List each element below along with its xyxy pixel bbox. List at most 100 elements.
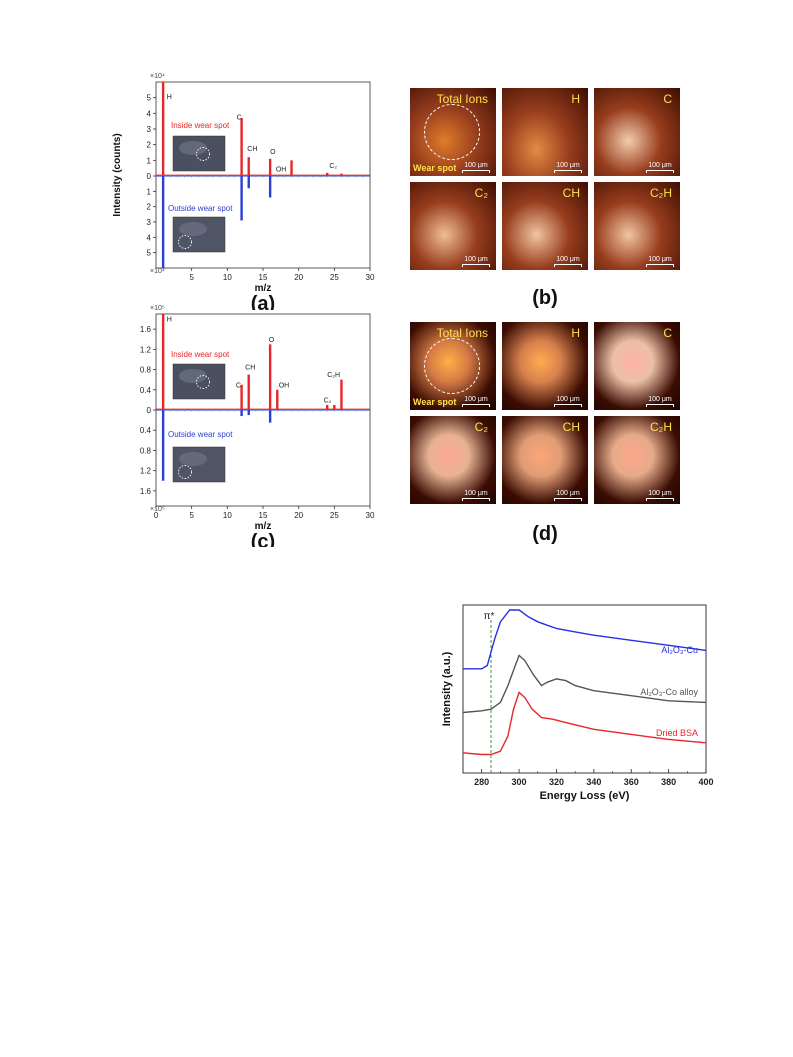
scale-bar-label: 100 μm — [556, 396, 580, 403]
ion-image-tile: C₂H 100 μm — [594, 182, 680, 270]
chart-eels: 280 300 320 340 360 380 400 Energy Loss (eV) Int… — [441, 604, 714, 802]
ion-image-tile: C 100 μm — [594, 88, 680, 176]
y-tick-label: 0 — [147, 406, 152, 415]
bar-inside — [161, 314, 165, 410]
peak-label: H — [167, 94, 172, 101]
x-tick-label: 15 — [259, 511, 268, 520]
peak-label: C₂ — [324, 397, 332, 404]
y-tick-label: 3 — [147, 125, 152, 134]
x-tick-label: 30 — [366, 273, 375, 282]
x-axis-label: m/z — [255, 521, 272, 532]
y-tick-label: 4 — [147, 109, 152, 118]
multiplier-bottom: ×10⁵ — [150, 506, 165, 513]
x-tick-label: 5 — [189, 511, 194, 520]
x-tick-label: 30 — [366, 511, 375, 520]
ion-image-tile: CH 100 μm — [502, 182, 588, 270]
scale-bar: 100 μm — [554, 256, 582, 267]
scale-bar-line — [462, 170, 490, 173]
ion-image-label: CH — [562, 186, 580, 200]
x-tick-label: 15 — [259, 273, 268, 282]
scale-bar-line — [462, 264, 490, 267]
scale-bar-line — [554, 498, 582, 501]
inset-photo-inside — [172, 363, 226, 400]
ion-image-label: C — [663, 326, 672, 340]
bar-outside — [268, 410, 272, 423]
inset-photo-inside — [172, 135, 226, 172]
bar-inside — [333, 404, 336, 410]
y-tick-label: 1.2 — [140, 467, 152, 476]
y-tick-label: 1.6 — [140, 487, 152, 496]
wear-spot-circle — [178, 465, 192, 479]
inset-photo-shade — [179, 222, 207, 236]
y-axis-label: Intensity (a.u.) — [441, 651, 453, 726]
ion-image-label: H — [571, 92, 580, 106]
peak-label: C₂H — [327, 372, 340, 379]
y-axis-label: Intensity (counts) — [112, 133, 123, 216]
y-tick-label: 0.4 — [140, 386, 152, 395]
ion-image-tile: Total Ions 100 μm Wear spot — [410, 322, 496, 410]
plot-frame — [462, 604, 707, 774]
x-tick-label: 0 — [154, 511, 159, 520]
scale-bar: 100 μm — [554, 396, 582, 407]
wear-spot-circle — [424, 104, 480, 160]
multiplier-top: ×10⁴ — [150, 73, 165, 80]
x-tick-label: 400 — [698, 777, 713, 787]
scale-bar: 100 μm — [462, 490, 490, 501]
y-tick-label: 5 — [147, 94, 152, 103]
scale-bar-label: 100 μm — [464, 490, 488, 497]
bar-outside — [240, 410, 243, 417]
x-tick-label: 320 — [549, 777, 564, 787]
panel-label-d: (d) — [532, 523, 558, 545]
scale-bar-label: 100 μm — [648, 162, 672, 169]
scale-bar-line — [554, 170, 582, 173]
scale-bar: 100 μm — [646, 256, 674, 267]
scale-bar: 100 μm — [462, 256, 490, 267]
ion-image-tile: H 100 μm — [502, 322, 588, 410]
peak-label: C — [237, 115, 242, 122]
scale-bar-label: 100 μm — [556, 162, 580, 169]
y-tick-label: 1.2 — [140, 345, 152, 354]
bar-outside — [161, 410, 165, 481]
series-line — [462, 654, 707, 714]
y-tick-label: 0.8 — [140, 446, 152, 455]
scale-bar: 100 μm — [462, 162, 490, 173]
x-tick-label: 10 — [223, 511, 232, 520]
peak-label: C₂ — [329, 163, 337, 170]
wear-spot-label: Wear spot — [413, 163, 457, 173]
scale-bar-label: 100 μm — [464, 256, 488, 263]
panel-label-b-wrap: (b) — [532, 287, 558, 309]
peak-label: CH — [245, 365, 255, 372]
x-tick-label: 25 — [330, 511, 339, 520]
inset-photo-outside — [172, 446, 226, 483]
x-tick-label: 20 — [294, 511, 303, 520]
x-tick-label: 340 — [586, 777, 601, 787]
scale-bar-label: 100 μm — [648, 396, 672, 403]
scale-bar-line — [646, 404, 674, 407]
imaging-panel-b: Total Ions 100 μm Wear spot H 100 μm C 100 μm C… — [410, 88, 680, 272]
ion-image-label: C — [663, 92, 672, 106]
scale-bar: 100 μm — [646, 396, 674, 407]
multiplier-bottom: ×10⁴ — [150, 268, 165, 275]
panel-label: (a) — [251, 293, 275, 310]
ion-image-tile: C₂ 100 μm — [410, 182, 496, 270]
inset-photo-outside — [172, 216, 226, 253]
bar-inside — [268, 344, 272, 410]
bar-inside — [268, 158, 272, 176]
series-line — [462, 691, 707, 756]
y-tick-label: 5 — [147, 249, 152, 258]
scale-bar: 100 μm — [462, 396, 490, 407]
bar-inside — [247, 157, 250, 176]
bar-inside — [340, 173, 343, 176]
ion-image-tile: CH 100 μm — [502, 416, 588, 504]
peak-label: O — [270, 149, 276, 156]
bar-inside — [340, 379, 343, 410]
series-label: Al₂O₃-Cu — [661, 645, 698, 655]
scale-bar-line — [554, 264, 582, 267]
series-label: Dried BSA — [656, 728, 698, 738]
y-tick-label: 3 — [147, 218, 152, 227]
y-tick-label: 2 — [147, 203, 152, 212]
scale-bar: 100 μm — [646, 490, 674, 501]
scale-bar-line — [646, 498, 674, 501]
ion-image-label: C₂ — [474, 420, 488, 434]
scale-bar-line — [646, 264, 674, 267]
